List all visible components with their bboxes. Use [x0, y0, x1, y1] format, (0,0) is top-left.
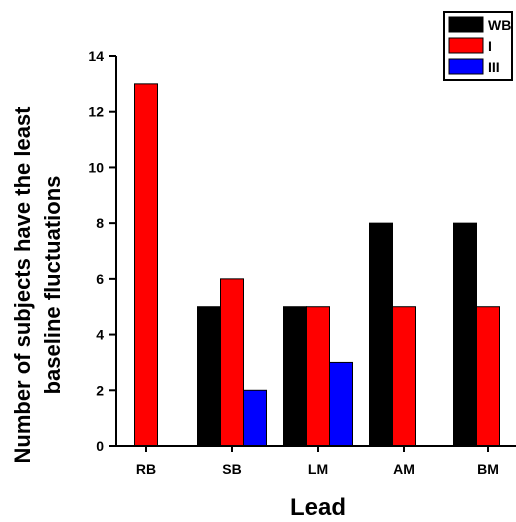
x-axis: RB SB LM AM BM	[115, 445, 516, 477]
bars-group	[134, 83, 500, 447]
bar-lm-wb	[283, 306, 307, 447]
y-tick-label: 6	[96, 271, 104, 287]
bar-am-i	[392, 306, 416, 447]
legend-swatch-wb	[448, 16, 484, 33]
y-axis: 0 2 4 6 8 10 12 14	[88, 48, 117, 454]
x-tick-label-sb: SB	[222, 461, 241, 477]
bar-lm-i	[306, 306, 330, 447]
legend-swatch-i	[448, 37, 484, 54]
y-tick-label: 12	[88, 104, 104, 120]
y-tick-label: 14	[88, 48, 104, 64]
y-tick-label: 0	[96, 438, 104, 454]
bar-sb-i	[220, 278, 244, 447]
legend-label-wb: WB	[488, 17, 511, 33]
y-tick-label: 10	[88, 159, 104, 175]
y-tick-label: 4	[96, 327, 104, 343]
bar-sb-wb	[197, 306, 221, 447]
legend: WB I III	[443, 11, 513, 81]
x-tick-label-bm: BM	[477, 461, 499, 477]
bar-rb-i	[134, 83, 158, 447]
y-tick-label: 8	[96, 215, 104, 231]
legend-label-i: I	[488, 38, 492, 54]
y-axis-title-line-2: baseline fluctuations	[40, 176, 65, 395]
legend-label-iii: III	[488, 59, 500, 75]
bar-am-wb	[369, 222, 393, 447]
x-tick-label-am: AM	[393, 461, 415, 477]
bar-bm-wb	[453, 222, 477, 447]
y-tick-label: 2	[96, 382, 104, 398]
y-axis-title-line-1: Number of subjects have the least	[10, 106, 35, 464]
y-axis-title: Number of subjects have the least baseli…	[10, 106, 65, 464]
x-tick-label-lm: LM	[308, 461, 328, 477]
bar-sb-iii	[243, 389, 267, 447]
x-axis-title: Lead	[290, 494, 346, 521]
bar-lm-iii	[329, 361, 353, 447]
x-tick-label-rb: RB	[136, 461, 156, 477]
bar-bm-i	[476, 306, 500, 447]
legend-swatch-iii	[448, 58, 484, 75]
